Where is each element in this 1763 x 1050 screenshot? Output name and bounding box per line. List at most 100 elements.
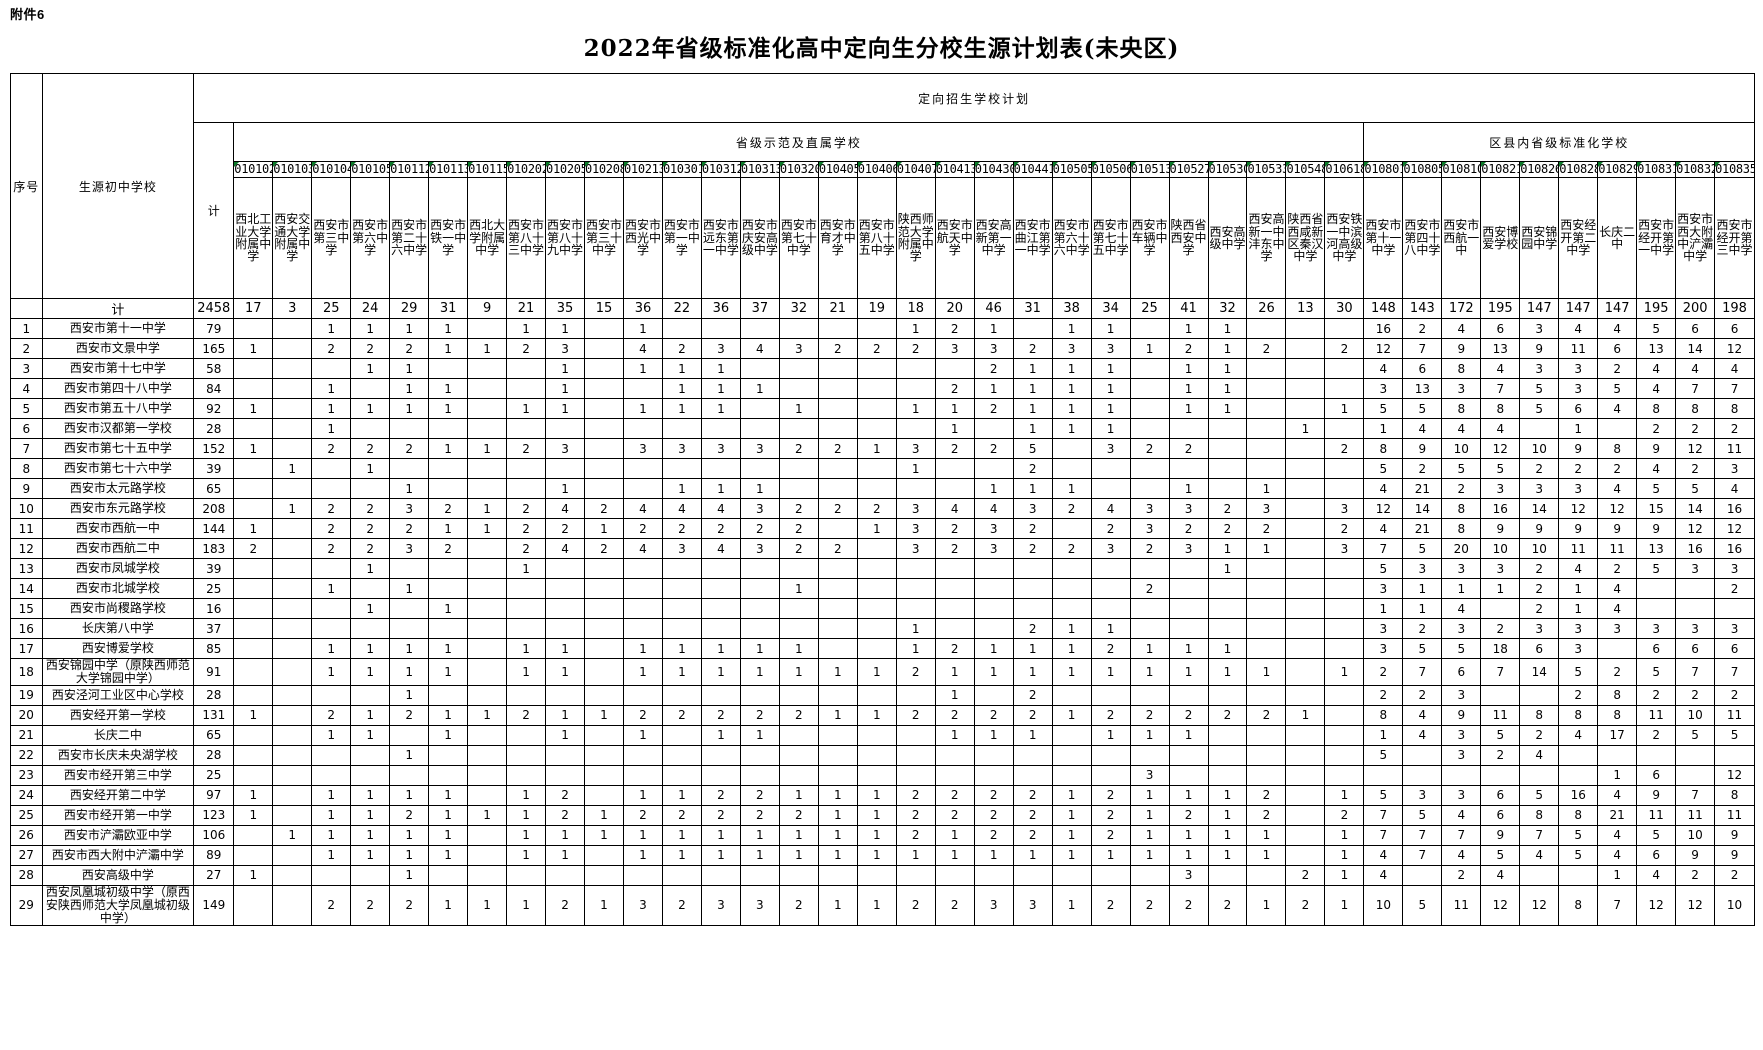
row-value-cell: 1: [350, 724, 391, 746]
row-value-cell: 16: [1714, 538, 1755, 559]
row-value-cell: 2: [311, 518, 352, 539]
row-value-cell: 11: [1636, 704, 1677, 726]
row-value-cell: 1: [1246, 824, 1287, 846]
row-value-cell: [1636, 578, 1677, 599]
row-value-cell: [1285, 844, 1326, 866]
row-value-cell: [506, 764, 547, 786]
row-value-cell: 1: [817, 784, 858, 806]
row-value-cell: 2: [622, 704, 663, 726]
column-school-name-text: 西安市西航一中: [1443, 218, 1480, 258]
row-value-cell: 1: [428, 704, 469, 726]
row-value-cell: 13: [1402, 378, 1443, 399]
row-value-cell: 14: [1519, 498, 1560, 519]
row-value-cell: 9: [1480, 824, 1521, 846]
row-value-cell: 2: [622, 518, 663, 539]
column-school-name: 西安市西光中学: [622, 177, 663, 299]
row-value-cell: 1: [1168, 378, 1209, 399]
row-value-cell: [350, 684, 391, 706]
row-value-cell: 2: [1558, 684, 1599, 706]
row-value-cell: 4: [622, 538, 663, 559]
column-school-name-text: 西安高新第一中学: [975, 218, 1012, 258]
row-value-cell: 1: [311, 318, 352, 339]
row-value-cell: 2: [389, 804, 430, 826]
row-value-cell: [389, 764, 430, 786]
header-band-top: 定向招生学校计划: [193, 73, 1755, 123]
column-school-name-text: 西北大学附属中学: [469, 218, 506, 258]
row-value-cell: 8: [1519, 704, 1560, 726]
row-value-cell: 4: [1597, 844, 1638, 866]
row-value-cell: [389, 558, 430, 579]
row-value-cell: [1402, 744, 1443, 766]
row-value-cell: 2: [778, 884, 819, 926]
row-value-cell: [739, 764, 780, 786]
row-value-cell: 1: [856, 884, 897, 926]
row-value-cell: 1: [1207, 378, 1248, 399]
row-value-cell: [1402, 864, 1443, 886]
row-value-cell: 1: [1051, 378, 1092, 399]
row-index: 22: [10, 744, 43, 766]
table-row: 22 西安市长庆未央湖学校 28 1 5 3 2 4: [10, 744, 1755, 766]
row-value-cell: 3: [895, 518, 936, 539]
row-value-cell: [1636, 744, 1677, 766]
row-value-cell: 1: [506, 884, 547, 926]
row-value-cell: [622, 478, 663, 499]
row-value-cell: 1: [584, 804, 624, 826]
row-value-cell: [1636, 598, 1677, 619]
row-value-cell: 1: [1207, 844, 1248, 866]
row-value-cell: 1: [428, 658, 469, 686]
row-value-cell: 17: [1597, 724, 1638, 746]
row-value-cell: [233, 598, 274, 619]
row-value-cell: [1090, 558, 1131, 579]
row-index: 28: [10, 864, 43, 886]
row-school-name: 西安市第四十八中学: [41, 378, 195, 399]
row-value-cell: [584, 844, 624, 866]
totals-value-cell: 147: [1519, 298, 1560, 319]
row-value-cell: 6: [1480, 318, 1521, 339]
row-total: 144: [193, 518, 235, 539]
row-value-cell: 1: [1090, 418, 1131, 439]
row-value-cell: 21: [1597, 804, 1638, 826]
row-value-cell: 1: [1207, 804, 1248, 826]
row-value-cell: 1: [1168, 478, 1209, 499]
row-value-cell: [973, 618, 1014, 639]
row-index: 5: [10, 398, 43, 419]
row-value-cell: 2: [622, 804, 663, 826]
row-value-cell: 2: [1012, 684, 1053, 706]
row-total: 92: [193, 398, 235, 419]
row-value-cell: 1: [895, 458, 936, 479]
row-value-cell: 2: [1246, 784, 1287, 806]
row-value-cell: 2: [1324, 804, 1365, 826]
row-value-cell: [895, 744, 936, 766]
row-value-cell: 12: [1480, 884, 1521, 926]
row-value-cell: 2: [389, 518, 430, 539]
row-value-cell: 1: [1324, 658, 1365, 686]
row-value-cell: 9: [1558, 438, 1599, 459]
table-row: 19 西安泾河工业区中心学校 28 1 1 2 2 2 3 2 8 2 2 2: [10, 684, 1755, 706]
row-value-cell: 16: [1675, 538, 1716, 559]
column-code: 010835: [1714, 161, 1755, 178]
row-value-cell: 14: [1675, 498, 1716, 519]
row-value-cell: 2: [1012, 338, 1053, 359]
row-value-cell: 7: [1675, 658, 1716, 686]
column-code: 010105: [350, 161, 391, 178]
row-value-cell: [661, 578, 702, 599]
row-value-cell: [545, 458, 586, 479]
row-value-cell: 1: [311, 418, 352, 439]
row-value-cell: 2: [1402, 458, 1443, 479]
row-value-cell: 2: [895, 884, 936, 926]
row-value-cell: [973, 458, 1014, 479]
row-value-cell: [817, 598, 858, 619]
row-value-cell: [584, 478, 624, 499]
row-value-cell: [311, 744, 352, 766]
totals-value-cell: 25: [311, 298, 352, 319]
row-value-cell: [428, 744, 469, 766]
row-index: 23: [10, 764, 43, 786]
row-value-cell: 1: [1597, 764, 1638, 786]
row-value-cell: 9: [1519, 338, 1560, 359]
row-value-cell: 8: [1558, 804, 1599, 826]
row-value-cell: 2: [661, 704, 702, 726]
row-value-cell: 12: [1363, 498, 1404, 519]
row-value-cell: 8: [1480, 398, 1521, 419]
row-value-cell: [233, 824, 274, 846]
row-value-cell: [973, 578, 1014, 599]
